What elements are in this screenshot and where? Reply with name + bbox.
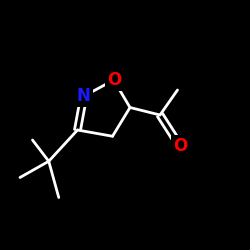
Text: O: O xyxy=(106,71,121,89)
Text: N: N xyxy=(77,87,91,105)
Text: O: O xyxy=(173,137,187,155)
